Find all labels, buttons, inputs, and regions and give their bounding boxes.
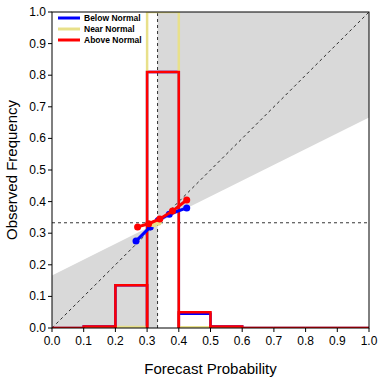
- y-tick-label: 0.3: [29, 226, 46, 240]
- y-tick: [48, 75, 52, 76]
- x-tick-label: 1.0: [361, 334, 378, 348]
- x-tick: [369, 328, 370, 332]
- reliability-point: [133, 238, 140, 245]
- histogram-bar: [179, 312, 211, 328]
- y-tick-label: 0.8: [29, 68, 46, 82]
- x-tick: [242, 328, 243, 332]
- y-tick: [48, 201, 52, 202]
- histogram-bar: [179, 314, 211, 328]
- x-tick: [52, 328, 53, 332]
- y-tick: [48, 296, 52, 297]
- y-tick: [48, 12, 52, 13]
- y-tick-label: 0.7: [29, 100, 46, 114]
- frame: [52, 12, 369, 328]
- x-tick: [178, 328, 179, 332]
- y-tick-label: 0.6: [29, 131, 46, 145]
- x-tick: [83, 328, 84, 332]
- x-tick-label: 0.9: [329, 334, 346, 348]
- reliability-point: [183, 197, 190, 204]
- legend-label: Near Normal: [84, 24, 135, 34]
- x-tick-label: 0.3: [139, 334, 156, 348]
- legend-swatch: [58, 39, 80, 42]
- x-tick-label: 0.1: [75, 334, 92, 348]
- chart: 0.0 0.1 0.2 0.3 0.4 0.5 0.6 0.7 0.8 0.9 1.0 0.0 0.1 0…: [0, 0, 380, 380]
- x-tick-label: 0.7: [266, 334, 283, 348]
- y-tick-label: 0.9: [29, 37, 46, 51]
- reliability-point: [134, 223, 141, 230]
- x-tick-label: 0.5: [202, 334, 219, 348]
- legend-swatch: [58, 17, 80, 20]
- x-tick-label: 0.0: [44, 334, 61, 348]
- legend: Below NormalNear NormalAbove Normal: [58, 13, 142, 45]
- x-tick: [337, 328, 338, 332]
- x-tick-label: 0.6: [234, 334, 251, 348]
- legend-swatch: [58, 28, 80, 31]
- x-tick: [210, 328, 211, 332]
- y-tick: [48, 233, 52, 234]
- plot-area: [52, 12, 369, 328]
- reliability-point: [183, 204, 190, 211]
- y-tick: [48, 138, 52, 139]
- y-axis-label: Observed Frequency: [3, 99, 20, 240]
- diagonal: [52, 12, 369, 328]
- y-tick: [48, 106, 52, 107]
- y-tick: [48, 170, 52, 171]
- y-tick-label: 0.2: [29, 258, 46, 272]
- climatology-line: [157, 12, 158, 328]
- reliability-point: [145, 220, 152, 227]
- reliability-point: [169, 208, 176, 215]
- legend-label: Below Normal: [84, 13, 141, 23]
- y-tick: [48, 264, 52, 265]
- histogram-bar: [115, 285, 147, 328]
- y-tick-label: 0.1: [29, 289, 46, 303]
- x-tick: [147, 328, 148, 332]
- reliability-point: [156, 215, 163, 222]
- histogram-bar: [147, 72, 179, 328]
- histogram-bar: [147, 12, 179, 328]
- x-tick: [273, 328, 274, 332]
- y-tick: [48, 328, 52, 329]
- y-tick-label: 0.4: [29, 195, 46, 209]
- climatology-line: [52, 222, 369, 223]
- histogram-bar: [115, 285, 147, 328]
- x-tick-label: 0.2: [107, 334, 124, 348]
- y-tick-label: 0.0: [29, 321, 46, 335]
- y-tick-label: 1.0: [29, 5, 46, 19]
- legend-label: Above Normal: [84, 35, 142, 45]
- x-tick: [115, 328, 116, 332]
- reliability-line: [138, 200, 187, 227]
- x-axis-label: Forecast Probability: [144, 360, 277, 377]
- y-tick: [48, 43, 52, 44]
- y-tick-label: 0.5: [29, 163, 46, 177]
- x-tick: [305, 328, 306, 332]
- x-tick-label: 0.8: [297, 334, 314, 348]
- x-tick-label: 0.4: [170, 334, 187, 348]
- histogram-bar: [147, 72, 179, 328]
